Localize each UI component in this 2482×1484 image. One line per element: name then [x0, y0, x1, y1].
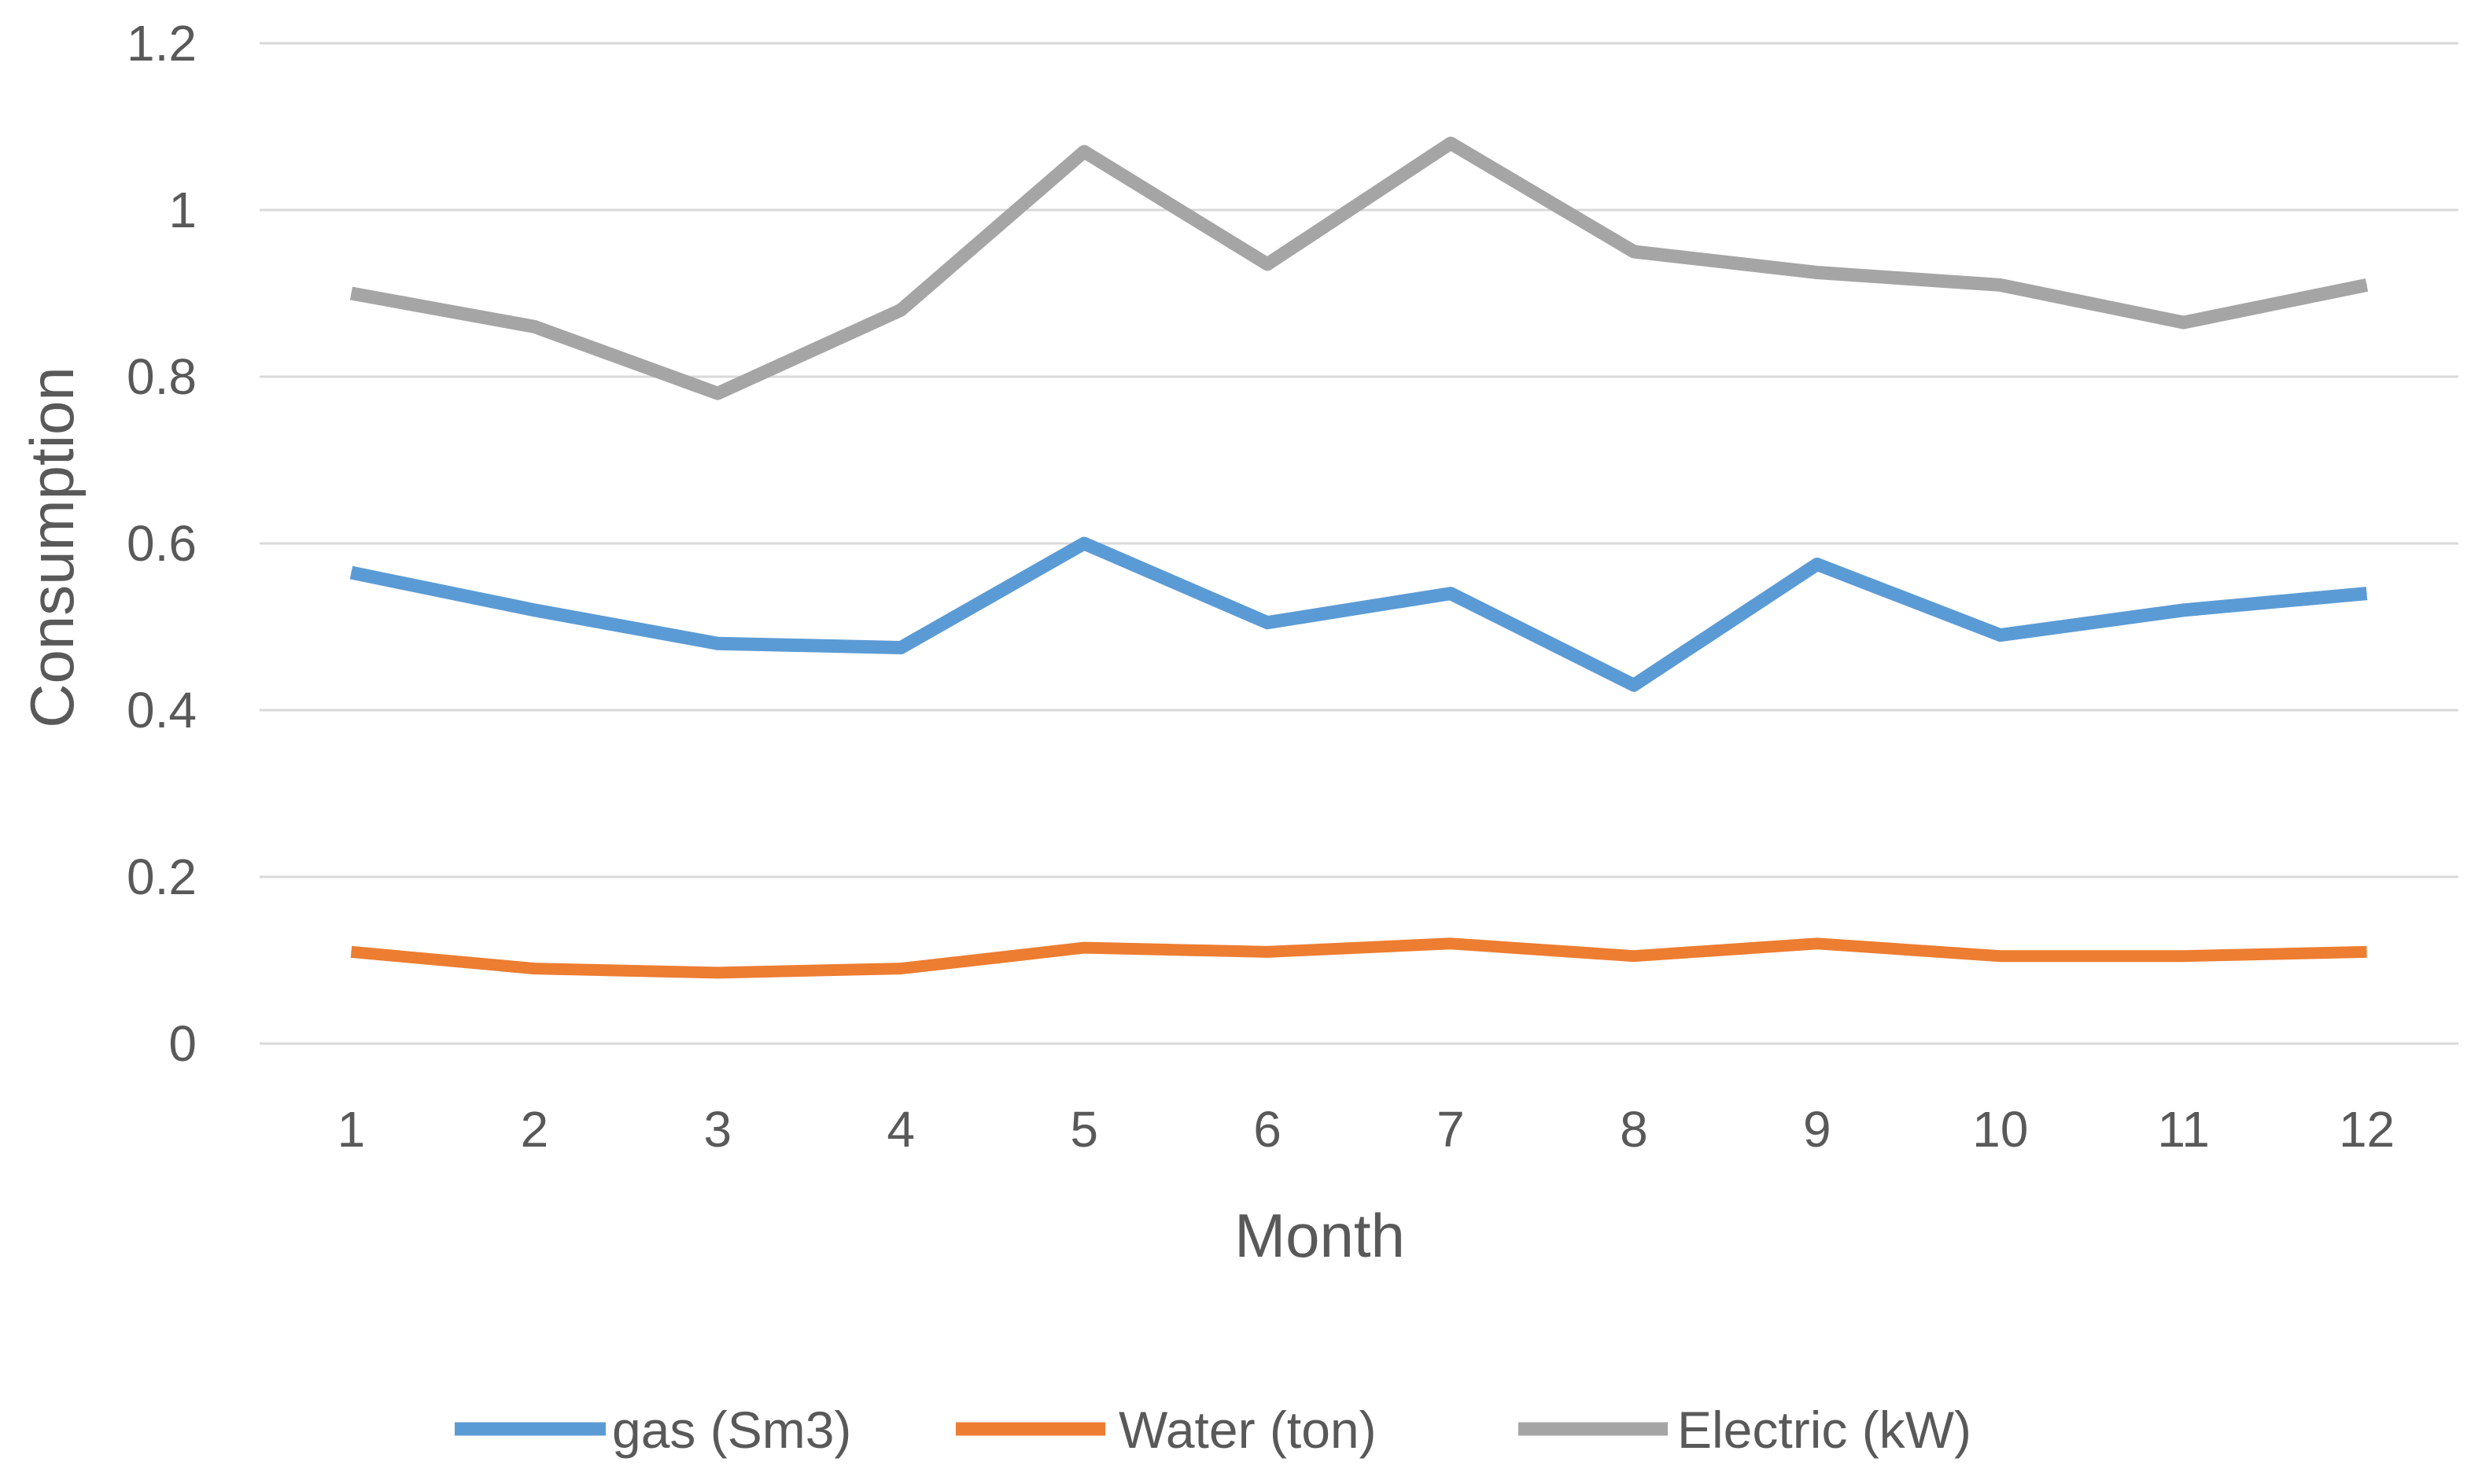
x-tick-label: 7	[1436, 1101, 1465, 1158]
data-point	[900, 647, 902, 648]
y-tick-label: 0	[168, 1015, 197, 1072]
data-point	[900, 968, 902, 970]
data-point	[717, 392, 718, 394]
x-tick-label: 9	[1803, 1101, 1831, 1158]
y-tick-label: 1	[168, 182, 197, 238]
x-tick-label: 5	[1070, 1101, 1098, 1158]
series-line	[350, 937, 2367, 979]
legend-item: Electric (kW)	[1518, 1401, 1971, 1459]
data-point	[1267, 622, 1268, 624]
series-lines	[349, 136, 2369, 979]
x-tick-label: 1	[337, 1101, 366, 1158]
series-line	[349, 136, 2369, 400]
legend-item: gas (Sm3)	[455, 1401, 851, 1459]
x-tick-label: 11	[2157, 1101, 2209, 1158]
data-point	[533, 968, 535, 970]
x-axis-ticks: 1 2 3 4 5 6 7 8 9 10 11 12	[337, 1101, 2395, 1158]
x-tick-label: 3	[703, 1101, 732, 1158]
y-tick-label: 0.8	[127, 348, 197, 405]
data-point	[717, 972, 718, 974]
data-point	[1816, 564, 1818, 565]
x-tick-label: 2	[521, 1101, 549, 1158]
data-point	[717, 643, 718, 644]
y-tick-label: 0.2	[127, 849, 197, 905]
data-point	[1816, 943, 1818, 945]
data-point	[1633, 684, 1635, 686]
legend-label: gas (Sm3)	[612, 1401, 851, 1459]
y-tick-label: 1.2	[127, 15, 197, 72]
data-point	[1083, 151, 1085, 153]
data-point	[2183, 609, 2185, 611]
data-point	[533, 609, 535, 611]
series-2	[349, 136, 2369, 400]
data-point	[2366, 593, 2368, 595]
series-0	[349, 536, 2368, 692]
legend: gas (Sm3) Water (ton) Electric (kW)	[455, 1401, 1971, 1459]
y-tick-label: 0.4	[127, 682, 197, 738]
data-point	[1083, 543, 1085, 544]
x-tick-label: 8	[1620, 1101, 1648, 1158]
y-tick-label: 0.6	[127, 515, 197, 572]
data-point	[350, 293, 352, 294]
data-point	[533, 326, 535, 327]
data-point	[1450, 142, 1451, 144]
x-tick-label: 4	[887, 1101, 915, 1158]
x-tick-label: 12	[2339, 1101, 2395, 1158]
x-tick-label: 10	[1972, 1101, 2028, 1158]
y-axis-ticks: 0 0.2 0.4 0.6 0.8 1 1.2	[127, 15, 197, 1072]
legend-item: Water (ton)	[956, 1401, 1377, 1459]
data-point	[1816, 272, 1818, 273]
legend-label: Water (ton)	[1119, 1401, 1377, 1459]
legend-label: Electric (kW)	[1677, 1401, 1971, 1459]
x-axis-title: Month	[1234, 1201, 1405, 1270]
x-tick-label: 6	[1253, 1101, 1282, 1158]
data-point	[2183, 322, 2185, 323]
data-point	[1450, 593, 1451, 595]
data-point	[1450, 943, 1451, 945]
y-axis-title: Consumption	[17, 366, 87, 728]
series-line	[349, 536, 2368, 692]
series-1	[350, 937, 2368, 979]
data-point	[900, 309, 902, 311]
data-point	[1267, 263, 1268, 265]
gridlines	[260, 42, 2458, 1045]
